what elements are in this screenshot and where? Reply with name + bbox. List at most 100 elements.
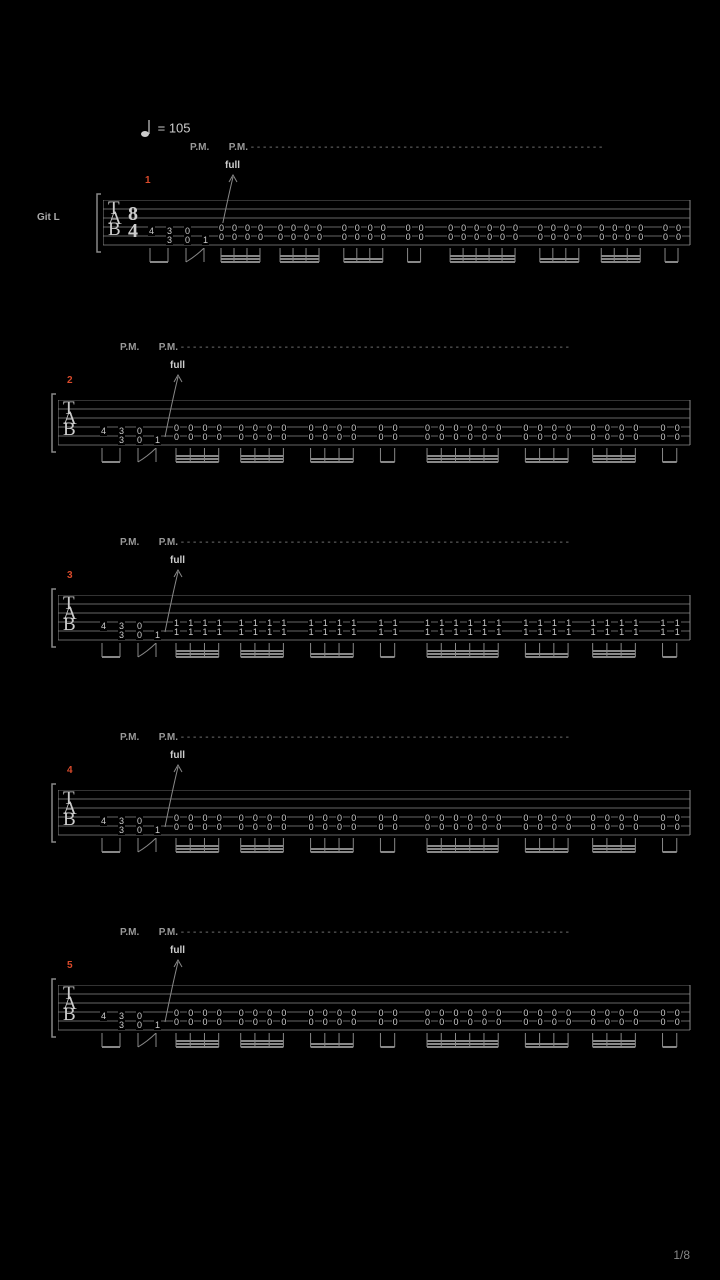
- fret-number: 0: [231, 232, 238, 242]
- fret-number: 0: [380, 232, 387, 242]
- fret-number: 0: [187, 822, 194, 832]
- fret-number: 0: [495, 822, 502, 832]
- time-signature: 84: [128, 206, 138, 240]
- fret-number: 1: [187, 627, 194, 637]
- full-label: full: [170, 555, 185, 566]
- full-label: full: [225, 160, 240, 171]
- fret-number: 0: [350, 1017, 357, 1027]
- fret-number: 1: [452, 627, 459, 637]
- fret-number: 0: [486, 232, 493, 242]
- fret-number: 0: [218, 232, 225, 242]
- fret-number: 3: [118, 825, 125, 835]
- fret-number: 0: [452, 1017, 459, 1027]
- fret-number: 0: [322, 432, 329, 442]
- fret-number: 1: [424, 627, 431, 637]
- fret-number: 0: [252, 822, 259, 832]
- fret-number: 0: [550, 232, 557, 242]
- fret-number: 0: [201, 432, 208, 442]
- fret-number: 0: [336, 1017, 343, 1027]
- fret-number: 0: [308, 822, 315, 832]
- annotation-row: P.M. P.M. - - - - - - - - - - - - - - - …: [120, 732, 569, 743]
- fret-number: 0: [354, 232, 361, 242]
- fret-number: 0: [590, 432, 597, 442]
- fret-number: 0: [604, 432, 611, 442]
- fret-number: 0: [392, 432, 399, 442]
- fret-number: 0: [187, 1017, 194, 1027]
- fret-number: 1: [604, 627, 611, 637]
- fret-number: 0: [173, 1017, 180, 1027]
- fret-number: 0: [266, 822, 273, 832]
- full-label: full: [170, 750, 185, 761]
- fret-number: 0: [238, 822, 245, 832]
- fret-number: 0: [280, 1017, 287, 1027]
- fret-number: 3: [118, 435, 125, 445]
- rhythm-beams: [40, 643, 720, 669]
- fret-number: 0: [405, 232, 412, 242]
- fret-number: 1: [495, 627, 502, 637]
- rhythm-beams: [40, 838, 720, 864]
- pm-dashline: - - - - - - - - - - - - - - - - - - - - …: [178, 927, 569, 938]
- fret-number: 1: [173, 627, 180, 637]
- fret-number: 0: [201, 1017, 208, 1027]
- fret-number: 1: [202, 235, 209, 245]
- fret-number: 0: [590, 1017, 597, 1027]
- pm-label: P.M.: [120, 537, 139, 548]
- fret-number: 0: [367, 232, 374, 242]
- fret-number: 0: [522, 1017, 529, 1027]
- fret-number: 0: [336, 432, 343, 442]
- fret-number: 0: [290, 232, 297, 242]
- fret-number: 0: [308, 1017, 315, 1027]
- fret-number: 0: [512, 232, 519, 242]
- fret-number: 0: [637, 232, 644, 242]
- fret-number: 0: [173, 432, 180, 442]
- fret-number: 0: [280, 432, 287, 442]
- pm-dashline: - - - - - - - - - - - - - - - - - - - - …: [178, 342, 569, 353]
- fret-number: 1: [481, 627, 488, 637]
- fret-number: 1: [201, 627, 208, 637]
- rhythm-beams: [40, 248, 720, 274]
- fret-number: 0: [173, 822, 180, 832]
- measure-number: 5: [67, 960, 73, 971]
- annotation-row: P.M. P.M. - - - - - - - - - - - - - - - …: [120, 342, 569, 353]
- page-number: 1/8: [673, 1248, 690, 1262]
- fret-number: 1: [154, 435, 161, 445]
- fret-number: 0: [604, 1017, 611, 1027]
- fret-number: 0: [632, 432, 639, 442]
- fret-number: 0: [308, 432, 315, 442]
- fret-number: 0: [277, 232, 284, 242]
- fret-number: 0: [565, 1017, 572, 1027]
- fret-number: 0: [618, 822, 625, 832]
- measure-number: 1: [145, 175, 151, 186]
- fret-number: 0: [452, 822, 459, 832]
- fret-number: 0: [522, 432, 529, 442]
- fret-number: 3: [118, 630, 125, 640]
- fret-number: 1: [154, 630, 161, 640]
- fret-number: 0: [495, 1017, 502, 1027]
- measure-number: 2: [67, 375, 73, 386]
- full-label: full: [170, 945, 185, 956]
- fret-number: 0: [660, 822, 667, 832]
- fret-number: 0: [551, 822, 558, 832]
- fret-number: 0: [184, 235, 191, 245]
- fret-number: 0: [418, 232, 425, 242]
- fret-number: 0: [392, 1017, 399, 1027]
- fret-number: 0: [537, 822, 544, 832]
- pm-label: P.M.: [229, 142, 248, 153]
- fret-number: 0: [452, 432, 459, 442]
- fret-number: 1: [238, 627, 245, 637]
- fret-number: 0: [187, 432, 194, 442]
- pm-dashline: - - - - - - - - - - - - - - - - - - - - …: [248, 142, 602, 153]
- fret-number: 0: [377, 432, 384, 442]
- fret-number: 0: [618, 432, 625, 442]
- fret-number: 0: [238, 1017, 245, 1027]
- fret-number: 0: [522, 822, 529, 832]
- stave-lines: [103, 200, 695, 250]
- fret-number: 0: [660, 1017, 667, 1027]
- pm-label: P.M.: [159, 342, 178, 353]
- fret-number: 4: [100, 1011, 107, 1021]
- fret-number: 0: [438, 1017, 445, 1027]
- fret-number: 1: [674, 627, 681, 637]
- rhythm-beams: [40, 1033, 720, 1059]
- fret-number: 0: [136, 630, 143, 640]
- annotation-row: P.M. P.M. - - - - - - - - - - - - - - - …: [190, 142, 602, 153]
